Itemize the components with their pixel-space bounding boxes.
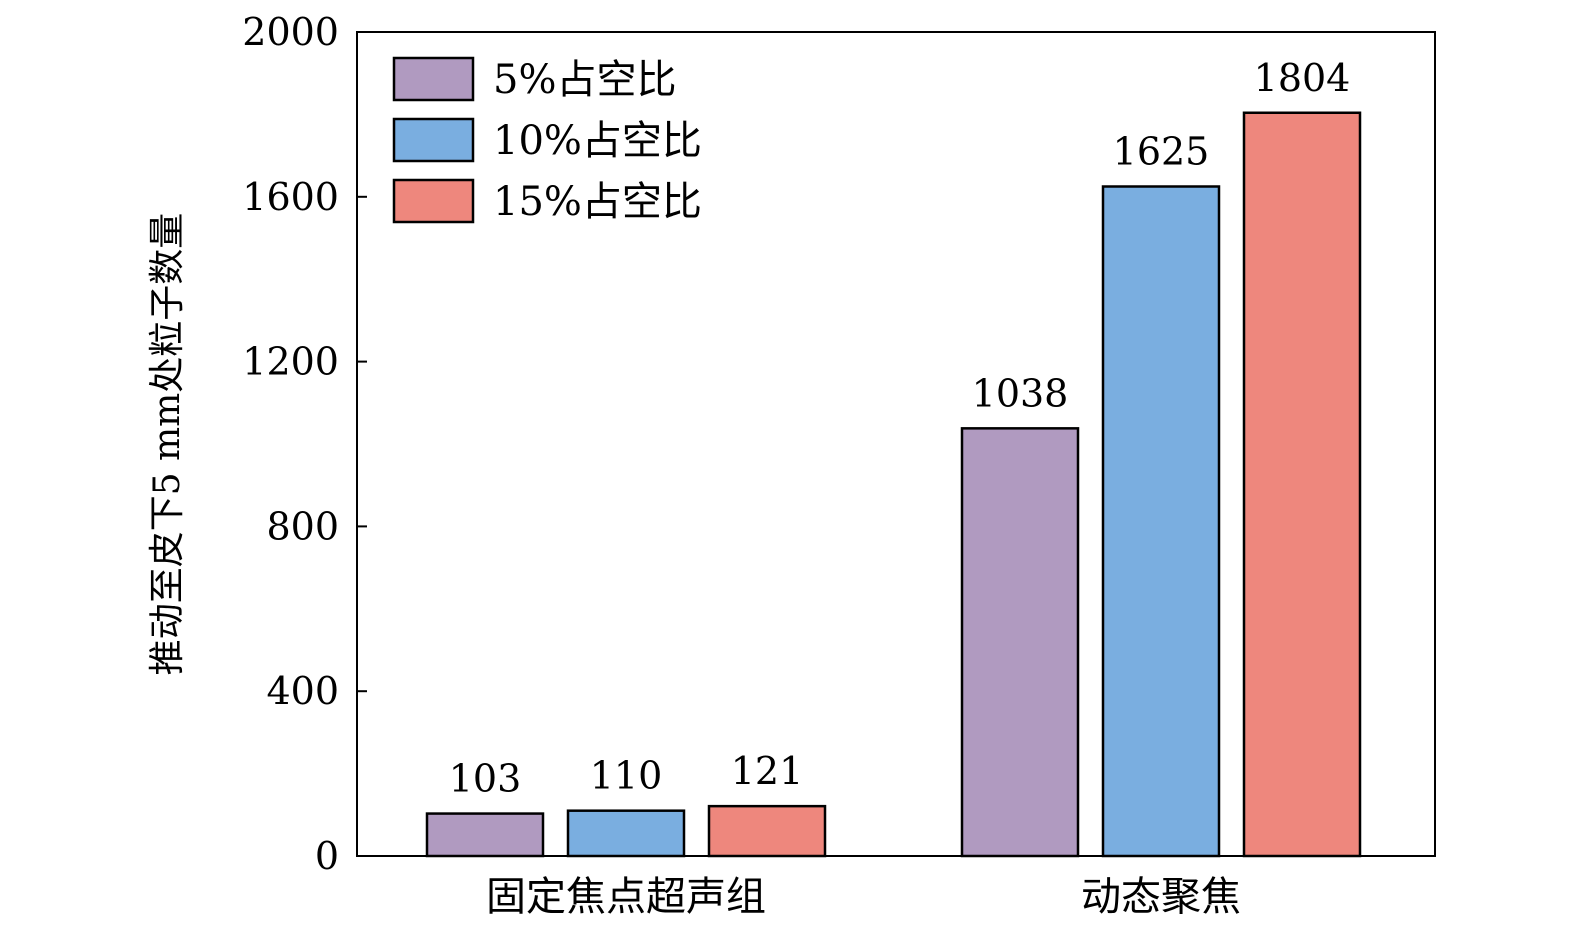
y-tick-label: 2000: [242, 10, 339, 54]
y-tick-label: 0: [315, 834, 339, 878]
bar-data-label: 1804: [1254, 56, 1351, 100]
legend-swatch: [392, 178, 475, 224]
bar-data-label: 110: [590, 754, 663, 798]
y-tick-label: 800: [266, 504, 339, 548]
y-tick-label: 400: [266, 669, 339, 713]
bar-data-label: 1038: [972, 371, 1069, 415]
bar: [425, 812, 545, 858]
y-tick-label: 1600: [242, 175, 339, 219]
bar-data-label: 121: [731, 749, 804, 793]
bar: [960, 427, 1080, 858]
bar: [707, 804, 827, 858]
x-tick-label: 固定焦点超声组: [486, 874, 766, 920]
legend-label: 15%占空比: [493, 179, 702, 225]
plot-frame: [356, 31, 1436, 857]
bar: [1101, 185, 1221, 858]
bar: [566, 809, 686, 858]
bar-data-label: 103: [449, 757, 522, 801]
legend-label: 10%占空比: [493, 118, 702, 164]
legend-label: 5%占空比: [493, 57, 676, 103]
x-tick-label: 动态聚焦: [1081, 874, 1241, 920]
bar-data-label: 1625: [1113, 130, 1210, 174]
plot-area: 0 400 800 1200 1600 2000 推动至皮下5 mm处粒子数量固定焦点超声组…: [147, 10, 1436, 920]
legend-swatch: [392, 56, 475, 102]
legend-swatch: [392, 117, 475, 163]
bar: [1242, 111, 1362, 858]
y-axis-label: 推动至皮下5 mm处粒子数量: [147, 213, 188, 676]
y-tick-label: 1200: [242, 340, 339, 384]
